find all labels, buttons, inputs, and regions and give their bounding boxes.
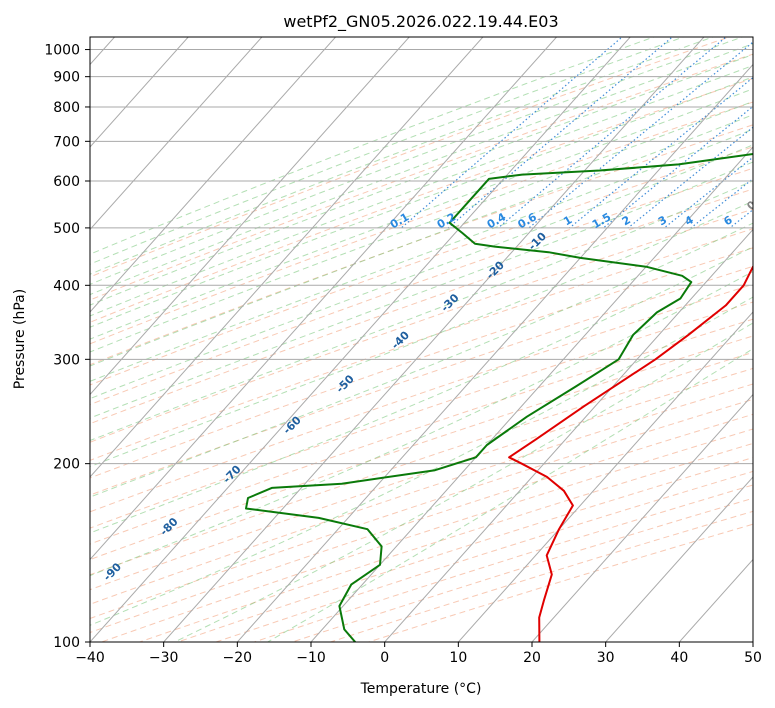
y-tick-label: 300: [53, 352, 80, 368]
y-tick-label: 600: [53, 174, 80, 190]
dry-adiabat: [90, 301, 753, 529]
x-tick-label: 30: [597, 650, 615, 666]
temperature-profile: [508, 265, 753, 642]
moist-adiabat: [90, 200, 753, 468]
isotherm-line: [383, 228, 753, 642]
moist-adiabat: [90, 246, 753, 534]
x-axis-title: Temperature (°C): [360, 681, 482, 697]
x-tick-label: 40: [670, 650, 688, 666]
x-tick-label: 50: [744, 650, 762, 666]
y-tick-label: 900: [53, 70, 80, 86]
x-tick-label: 0: [380, 650, 389, 666]
chart-title: wetPf2_GN05.2026.022.19.44.E03: [283, 12, 558, 32]
moist-adiabat: [90, 270, 753, 577]
y-axis: 100 200 300 400 500 600 700 800 900 1000: [44, 43, 90, 651]
y-tick-label: 700: [53, 134, 80, 150]
y-tick-label: 100: [53, 635, 80, 651]
x-tick-label: 10: [449, 650, 467, 666]
dewpoint-profile: [245, 152, 753, 642]
x-axis: −40 −30 −20 −10 0 10 20 30 40 50: [75, 642, 762, 666]
y-tick-label: 400: [53, 278, 80, 294]
isotherm-line: [90, 37, 410, 396]
grid: [90, 37, 753, 642]
moist-adiabat: [90, 161, 753, 419]
moist-adiabat: [267, 348, 753, 642]
moist-adiabat: [90, 37, 715, 275]
x-tick-label: −20: [223, 650, 253, 666]
isotherm-line: [236, 63, 753, 642]
isotherm-line: [90, 37, 558, 561]
mixing-ratio-label: 10: [769, 211, 775, 230]
moist-adiabat: [174, 322, 753, 642]
dry-adiabat: [90, 146, 753, 386]
isotherm-line: [604, 476, 753, 642]
moist-adiabat: [90, 37, 685, 265]
isotherm-label: 0: [744, 198, 759, 213]
dry-adiabat: [90, 265, 753, 496]
isotherm-line: [457, 311, 753, 642]
dry-adiabat: [90, 208, 753, 443]
y-tick-label: 500: [53, 221, 80, 237]
dry-adiabat: [90, 37, 731, 278]
moist-adiabat: [90, 296, 753, 626]
plot-frame: [89, 36, 754, 643]
y-tick-label: 800: [53, 100, 80, 116]
dry-adiabat: [90, 228, 753, 461]
dry-adiabat: [90, 167, 753, 406]
isotherm-line: [90, 37, 337, 313]
isotherm-line: [531, 393, 753, 642]
isotherm-line: [310, 146, 753, 642]
x-tick-label: −10: [296, 650, 326, 666]
isotherm-line: [90, 37, 263, 231]
isotherm-line: [90, 37, 189, 148]
x-tick-label: −40: [75, 650, 105, 666]
dry-adiabat: [90, 124, 753, 366]
y-axis-title: Pressure (hPa): [12, 289, 28, 389]
y-tick-label: 200: [53, 457, 80, 473]
y-tick-label: 1000: [44, 43, 80, 59]
isotherm-line: [90, 37, 484, 478]
mixing-ratio-line: [758, 25, 775, 228]
isotherm-line: [162, 37, 705, 642]
profiles: [245, 152, 753, 642]
x-tick-label: 20: [523, 650, 541, 666]
x-tick-label: −30: [149, 650, 179, 666]
isotherm-line: [90, 37, 631, 642]
dry-adiabat: [90, 53, 753, 301]
mixing-ratio-label: 8: [750, 213, 763, 228]
isotherm-line: [678, 558, 753, 642]
dry-adiabat: [90, 367, 753, 591]
